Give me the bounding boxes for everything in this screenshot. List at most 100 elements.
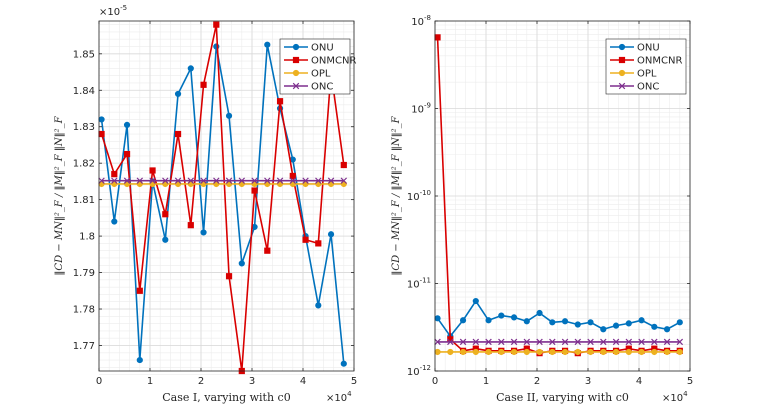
- axes-box: [98, 20, 355, 372]
- point-marker: [625, 320, 632, 327]
- point-marker: [123, 121, 131, 129]
- point-marker: [289, 177, 297, 184]
- point-marker: [536, 348, 543, 356]
- point-marker: [251, 187, 258, 194]
- point-marker: [459, 338, 467, 346]
- x-tick-label: 0: [432, 376, 438, 387]
- y-tick-label: 10-8: [411, 14, 431, 28]
- legend: ONU ONMCNR OPL ONC: [279, 38, 356, 95]
- point-marker: [174, 177, 182, 184]
- point-marker: [663, 338, 671, 346]
- point-marker: [292, 43, 300, 51]
- legend-item-onu: ONU: [610, 43, 660, 54]
- x-tick-label: 1: [147, 376, 153, 387]
- point-marker: [302, 177, 309, 184]
- legend-item-opl: OPL: [284, 69, 331, 80]
- point-marker: [612, 348, 620, 356]
- point-marker: [549, 319, 556, 326]
- point-marker: [264, 41, 271, 48]
- series-line: [100, 23, 345, 372]
- y-tick-label: 1.83: [73, 122, 95, 133]
- y-tick-label: 10-9: [411, 102, 431, 116]
- point-marker: [162, 211, 169, 218]
- point-marker: [276, 177, 284, 184]
- point-marker: [98, 116, 105, 123]
- point-marker: [612, 338, 620, 346]
- point-marker: [663, 348, 671, 356]
- point-marker: [315, 302, 322, 309]
- y-axis-label: ‖CD − MN‖²_F / ‖M‖²_F ‖N‖²_F: [54, 115, 65, 275]
- point-marker: [676, 348, 683, 356]
- point-marker: [292, 82, 300, 90]
- y-tick-label: 10-10: [407, 189, 431, 203]
- point-marker: [162, 177, 169, 184]
- point-marker: [149, 177, 156, 184]
- point-marker: [600, 338, 607, 346]
- x-exponent-label: ×104: [326, 390, 352, 404]
- point-marker: [574, 338, 582, 346]
- point-marker: [549, 348, 556, 356]
- x-tick-label: 1: [483, 376, 489, 387]
- y-tick-exponent: -9: [424, 102, 431, 110]
- point-marker: [625, 338, 633, 346]
- y-tick-exponent: -8: [424, 14, 431, 22]
- point-marker: [289, 172, 296, 180]
- series-onc: [434, 338, 684, 346]
- series-onc: [98, 177, 348, 184]
- point-marker: [651, 348, 658, 356]
- point-marker: [213, 177, 220, 184]
- x-tick-label: 5: [687, 376, 693, 387]
- point-marker: [123, 177, 131, 184]
- point-marker: [536, 309, 543, 317]
- point-marker: [485, 338, 492, 346]
- point-marker: [200, 81, 207, 88]
- point-marker: [600, 326, 607, 333]
- point-marker: [510, 348, 518, 356]
- point-marker: [98, 130, 105, 138]
- y-tick-label: 1.85: [73, 49, 95, 60]
- legend-item-onc: ONC: [610, 82, 659, 93]
- legend-item-onc: ONC: [284, 82, 333, 93]
- y-exponent-power: -5: [120, 4, 127, 12]
- y-tick-label: 1.78: [73, 305, 95, 316]
- point-marker: [187, 65, 194, 72]
- x-exponent-label: ×104: [662, 390, 688, 404]
- y-exponent-base: ×10: [99, 7, 120, 18]
- y-tick-label: 10-11: [407, 277, 431, 291]
- point-marker: [498, 312, 505, 319]
- point-marker: [149, 167, 156, 174]
- point-marker: [213, 21, 220, 28]
- y-tick-base: 10: [407, 192, 420, 203]
- point-marker: [174, 90, 182, 98]
- point-marker: [587, 348, 594, 356]
- left-chart-case-i: 0 1 2 3 4 5 1.77 1.78 1.79 1.8 1.81 1.82 1.83 1.84 1.8…: [54, 4, 357, 404]
- y-tick-exponent: -10: [420, 189, 431, 197]
- point-marker: [225, 273, 233, 280]
- y-axis-label: ‖CD − MN‖²_F / ‖M‖²_F ‖N‖²_F: [391, 115, 402, 275]
- point-marker: [618, 43, 626, 51]
- point-marker: [136, 177, 144, 184]
- point-marker: [459, 317, 467, 324]
- point-marker: [251, 177, 258, 184]
- point-marker: [561, 348, 569, 356]
- point-marker: [676, 338, 684, 346]
- point-marker: [625, 348, 632, 356]
- point-marker: [447, 338, 454, 346]
- point-marker: [618, 56, 626, 64]
- y-tick-base: 10: [411, 17, 424, 28]
- point-marker: [327, 231, 335, 238]
- point-marker: [612, 322, 620, 329]
- legend-label: ONMCNR: [637, 56, 682, 67]
- legend-item-opl: OPL: [610, 69, 657, 80]
- legend-item-onmcnr: ONMCNR: [610, 56, 682, 67]
- point-marker: [523, 348, 530, 356]
- point-marker: [587, 338, 594, 346]
- point-marker: [434, 315, 441, 322]
- y-exponent-label: ×10-5: [99, 4, 127, 18]
- point-marker: [238, 260, 245, 267]
- point-marker: [315, 177, 322, 184]
- point-marker: [434, 348, 441, 356]
- point-marker: [200, 177, 207, 184]
- point-marker: [638, 338, 645, 346]
